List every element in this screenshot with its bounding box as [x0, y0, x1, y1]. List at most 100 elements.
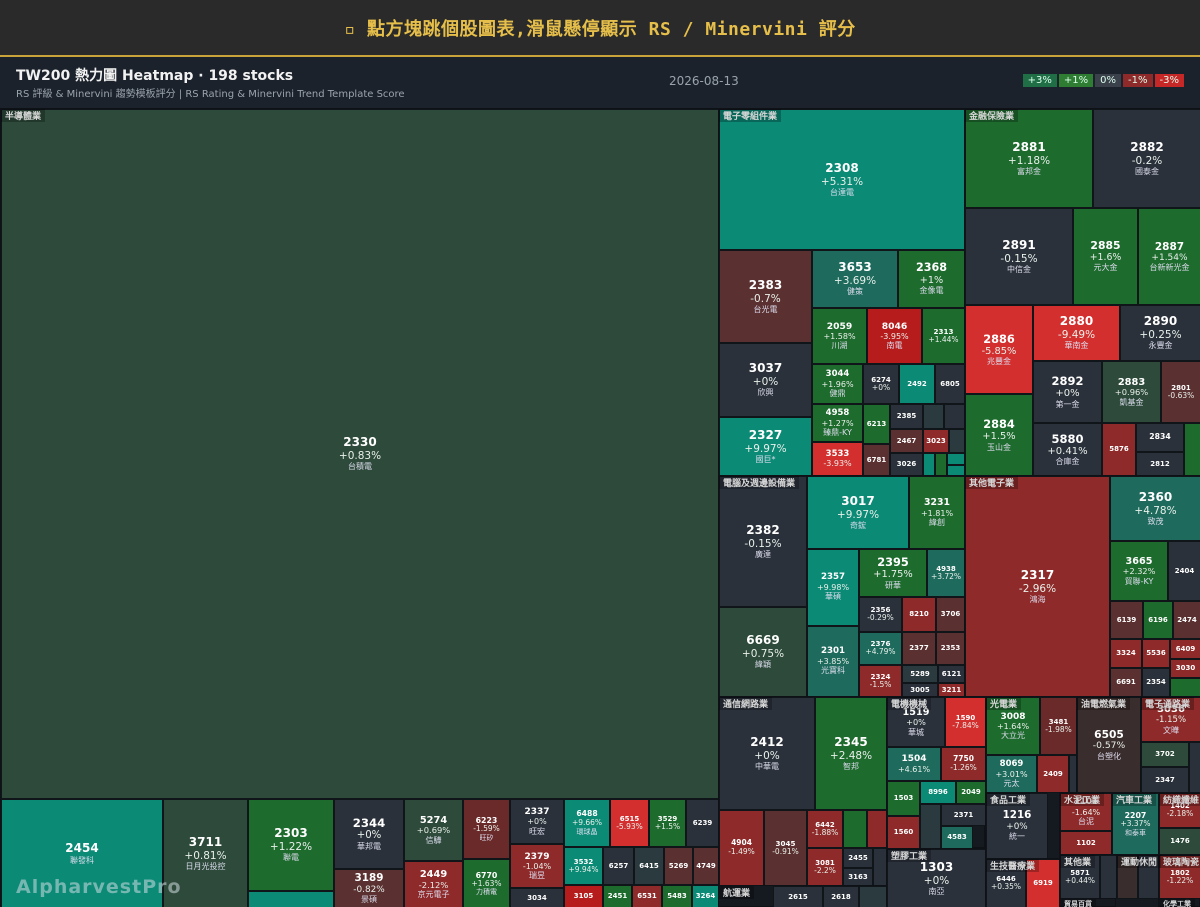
stock-tile[interactable]: 6239	[686, 799, 719, 847]
stock-tile[interactable]: 2454 聯發科	[1, 799, 163, 907]
stock-tile[interactable]	[867, 810, 887, 848]
stock-tile[interactable]: 5876	[1102, 423, 1136, 476]
stock-tile[interactable]: 3044 +1.96% 健鼎	[812, 364, 863, 404]
stock-tile[interactable]: 5269	[664, 847, 693, 885]
stock-tile[interactable]: 8996	[920, 781, 956, 804]
stock-tile[interactable]: 3711 +0.81% 日月光投控	[163, 799, 248, 907]
stock-tile[interactable]: 1102	[1060, 831, 1112, 855]
stock-tile[interactable]: 6446 +0.35%	[986, 859, 1026, 907]
stock-tile[interactable]: 3163	[843, 868, 873, 886]
stock-tile[interactable]: 1303 +0% 南亞	[887, 849, 986, 907]
stock-tile[interactable]: 3189 -0.82% 景碩	[334, 869, 404, 907]
stock-tile[interactable]: 2890 +0.25% 永豐金	[1120, 305, 1200, 361]
stock-tile[interactable]: 4749	[693, 847, 719, 885]
stock-tile[interactable]: 2395 +1.75% 研華	[859, 549, 927, 597]
stock-tile[interactable]: 5274 +0.69% 信驊	[404, 799, 463, 861]
stock-tile[interactable]: 2347	[1141, 767, 1189, 793]
stock-tile[interactable]: 2881 +1.18% 富邦金	[965, 109, 1093, 208]
stock-tile[interactable]: 2882 -0.2% 國泰金	[1093, 109, 1200, 208]
stock-tile[interactable]: 2360 +4.78% 致茂	[1110, 476, 1200, 541]
stock-tile[interactable]	[923, 453, 935, 476]
stock-tile[interactable]: 3005	[902, 683, 938, 697]
stock-tile[interactable]: 8210	[902, 597, 936, 632]
stock-tile[interactable]: 2880 -9.49% 華南金	[1033, 305, 1120, 361]
stock-tile[interactable]: 3702	[1141, 742, 1189, 767]
stock-tile[interactable]	[947, 453, 965, 465]
stock-tile[interactable]: 2449 -2.12% 京元電子	[404, 861, 463, 907]
stock-tile[interactable]: 6770 +1.63% 力積電	[463, 859, 510, 907]
stock-tile[interactable]: 1402 -2.18%	[1159, 793, 1200, 828]
stock-tile[interactable]: 2049	[956, 781, 986, 804]
stock-tile[interactable]: 3532 +9.94%	[564, 847, 603, 885]
stock-tile[interactable]: 2883 +0.96% 凱基金	[1102, 361, 1161, 423]
stock-tile[interactable]: 1560	[887, 816, 920, 849]
stock-tile[interactable]: 2345 +2.48% 智邦	[815, 697, 887, 810]
stock-tile[interactable]	[949, 429, 965, 453]
stock-tile[interactable]: 7750 -1.26%	[941, 747, 986, 781]
stock-tile[interactable]: 2451	[603, 885, 632, 907]
stock-tile[interactable]: 6196	[1143, 601, 1173, 639]
stock-tile[interactable]: 2474	[1173, 601, 1200, 639]
stock-tile[interactable]: 1503	[887, 781, 920, 816]
stock-tile[interactable]: 6691	[1110, 668, 1142, 697]
stock-tile[interactable]: 6409	[1170, 639, 1200, 659]
stock-tile[interactable]: 3231 +1.81% 緯創	[909, 476, 965, 549]
stock-tile[interactable]	[1170, 678, 1200, 697]
stock-tile[interactable]: 1476	[1159, 828, 1200, 855]
stock-tile[interactable]: 3036 -1.15% 文曄	[1141, 697, 1200, 742]
stock-tile[interactable]: 2353	[936, 632, 965, 665]
stock-tile[interactable]: 2371	[941, 804, 986, 826]
stock-tile[interactable]: 3017 +9.97% 奇鋐	[807, 476, 909, 549]
stock-tile[interactable]: 2467	[890, 429, 923, 453]
stock-tile[interactable]: 8046 -3.95% 南電	[867, 308, 922, 364]
stock-tile[interactable]: 6415	[634, 847, 664, 885]
stock-tile[interactable]: 8069 +3.01% 元太	[986, 755, 1037, 793]
stock-tile[interactable]: 6257	[603, 847, 634, 885]
stock-tile[interactable]: 2376 +4.79%	[859, 632, 902, 665]
stock-tile[interactable]: 1216 +0% 統一	[986, 793, 1048, 859]
stock-tile[interactable]: 2324 -1.5%	[859, 665, 902, 697]
stock-tile[interactable]: 3706	[936, 597, 965, 632]
stock-tile[interactable]: 1101 -1.64% 台泥	[1060, 793, 1112, 831]
stock-tile[interactable]: 2301 +3.85% 光寶科	[807, 626, 859, 697]
stock-tile[interactable]: 4583	[941, 826, 973, 849]
stock-tile[interactable]: 2801 -0.63%	[1161, 361, 1200, 423]
stock-tile[interactable]: 6139	[1110, 601, 1143, 639]
stock-tile[interactable]: 2317 -2.96% 鴻海	[965, 476, 1110, 697]
stock-tile[interactable]: 3026	[890, 453, 923, 476]
stock-tile[interactable]: 6274 +0%	[863, 364, 899, 404]
stock-tile[interactable]: 3034	[510, 888, 564, 907]
stock-tile[interactable]	[1189, 742, 1200, 793]
stock-tile[interactable]: 2337 +0% 旺宏	[510, 799, 564, 844]
stock-tile[interactable]: 2385	[890, 404, 923, 429]
stock-tile[interactable]: 3653 +3.69% 健策	[812, 250, 898, 308]
stock-tile[interactable]: 3264	[692, 885, 719, 907]
stock-tile[interactable]: 2382 -0.15% 廣達	[719, 476, 807, 607]
stock-tile[interactable]: 6223 -1.59% 旺矽	[463, 799, 510, 859]
stock-tile[interactable]: 5289	[902, 665, 938, 683]
stock-tile[interactable]: 2303 +1.22% 聯電	[248, 799, 334, 891]
stock-tile[interactable]: 2354	[1142, 668, 1170, 697]
stock-tile[interactable]: 6488 +9.66% 環球晶	[564, 799, 610, 847]
stock-tile[interactable]: 4958 +1.27% 臻鼎-KY	[812, 404, 863, 442]
stock-tile[interactable]: 2409	[1037, 755, 1069, 793]
stock-tile[interactable]: 3045 -0.91%	[764, 810, 807, 886]
stock-tile[interactable]: 3529 +1.5%	[649, 799, 686, 847]
stock-tile[interactable]	[859, 886, 887, 907]
stock-tile[interactable]: 2885 +1.6% 元大金	[1073, 208, 1138, 305]
stock-tile[interactable]: 1519 +0% 華城	[887, 697, 945, 747]
stock-tile[interactable]: 2887 +1.54% 台新新光金	[1138, 208, 1200, 305]
stock-tile[interactable]: 1504 +4.61%	[887, 747, 941, 781]
stock-tile[interactable]: 1590 -7.84%	[945, 697, 986, 747]
stock-tile[interactable]	[920, 804, 941, 849]
stock-tile[interactable]	[935, 453, 947, 476]
stock-tile[interactable]: 2884 +1.5% 玉山金	[965, 394, 1033, 476]
stock-tile[interactable]	[1184, 423, 1200, 476]
stock-tile[interactable]: 2377	[902, 632, 936, 665]
stock-tile[interactable]: 3324	[1110, 639, 1142, 668]
stock-tile[interactable]: 3023	[923, 429, 949, 453]
stock-tile[interactable]: 6213	[863, 404, 890, 444]
stock-tile[interactable]	[873, 848, 887, 886]
stock-tile[interactable]: 3008 +1.64% 大立光	[986, 697, 1040, 755]
stock-tile[interactable]: 3105	[564, 885, 603, 907]
